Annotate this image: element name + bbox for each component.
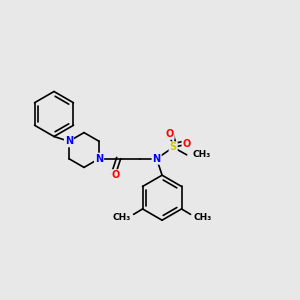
Text: O: O (111, 170, 119, 180)
Text: S: S (169, 142, 177, 152)
Text: O: O (165, 129, 174, 139)
Text: O: O (182, 139, 191, 149)
Text: N: N (153, 154, 161, 164)
Text: CH₃: CH₃ (112, 213, 130, 222)
Text: N: N (65, 136, 73, 146)
Text: N: N (95, 154, 103, 164)
Text: CH₃: CH₃ (194, 213, 212, 222)
Text: CH₃: CH₃ (192, 150, 210, 159)
